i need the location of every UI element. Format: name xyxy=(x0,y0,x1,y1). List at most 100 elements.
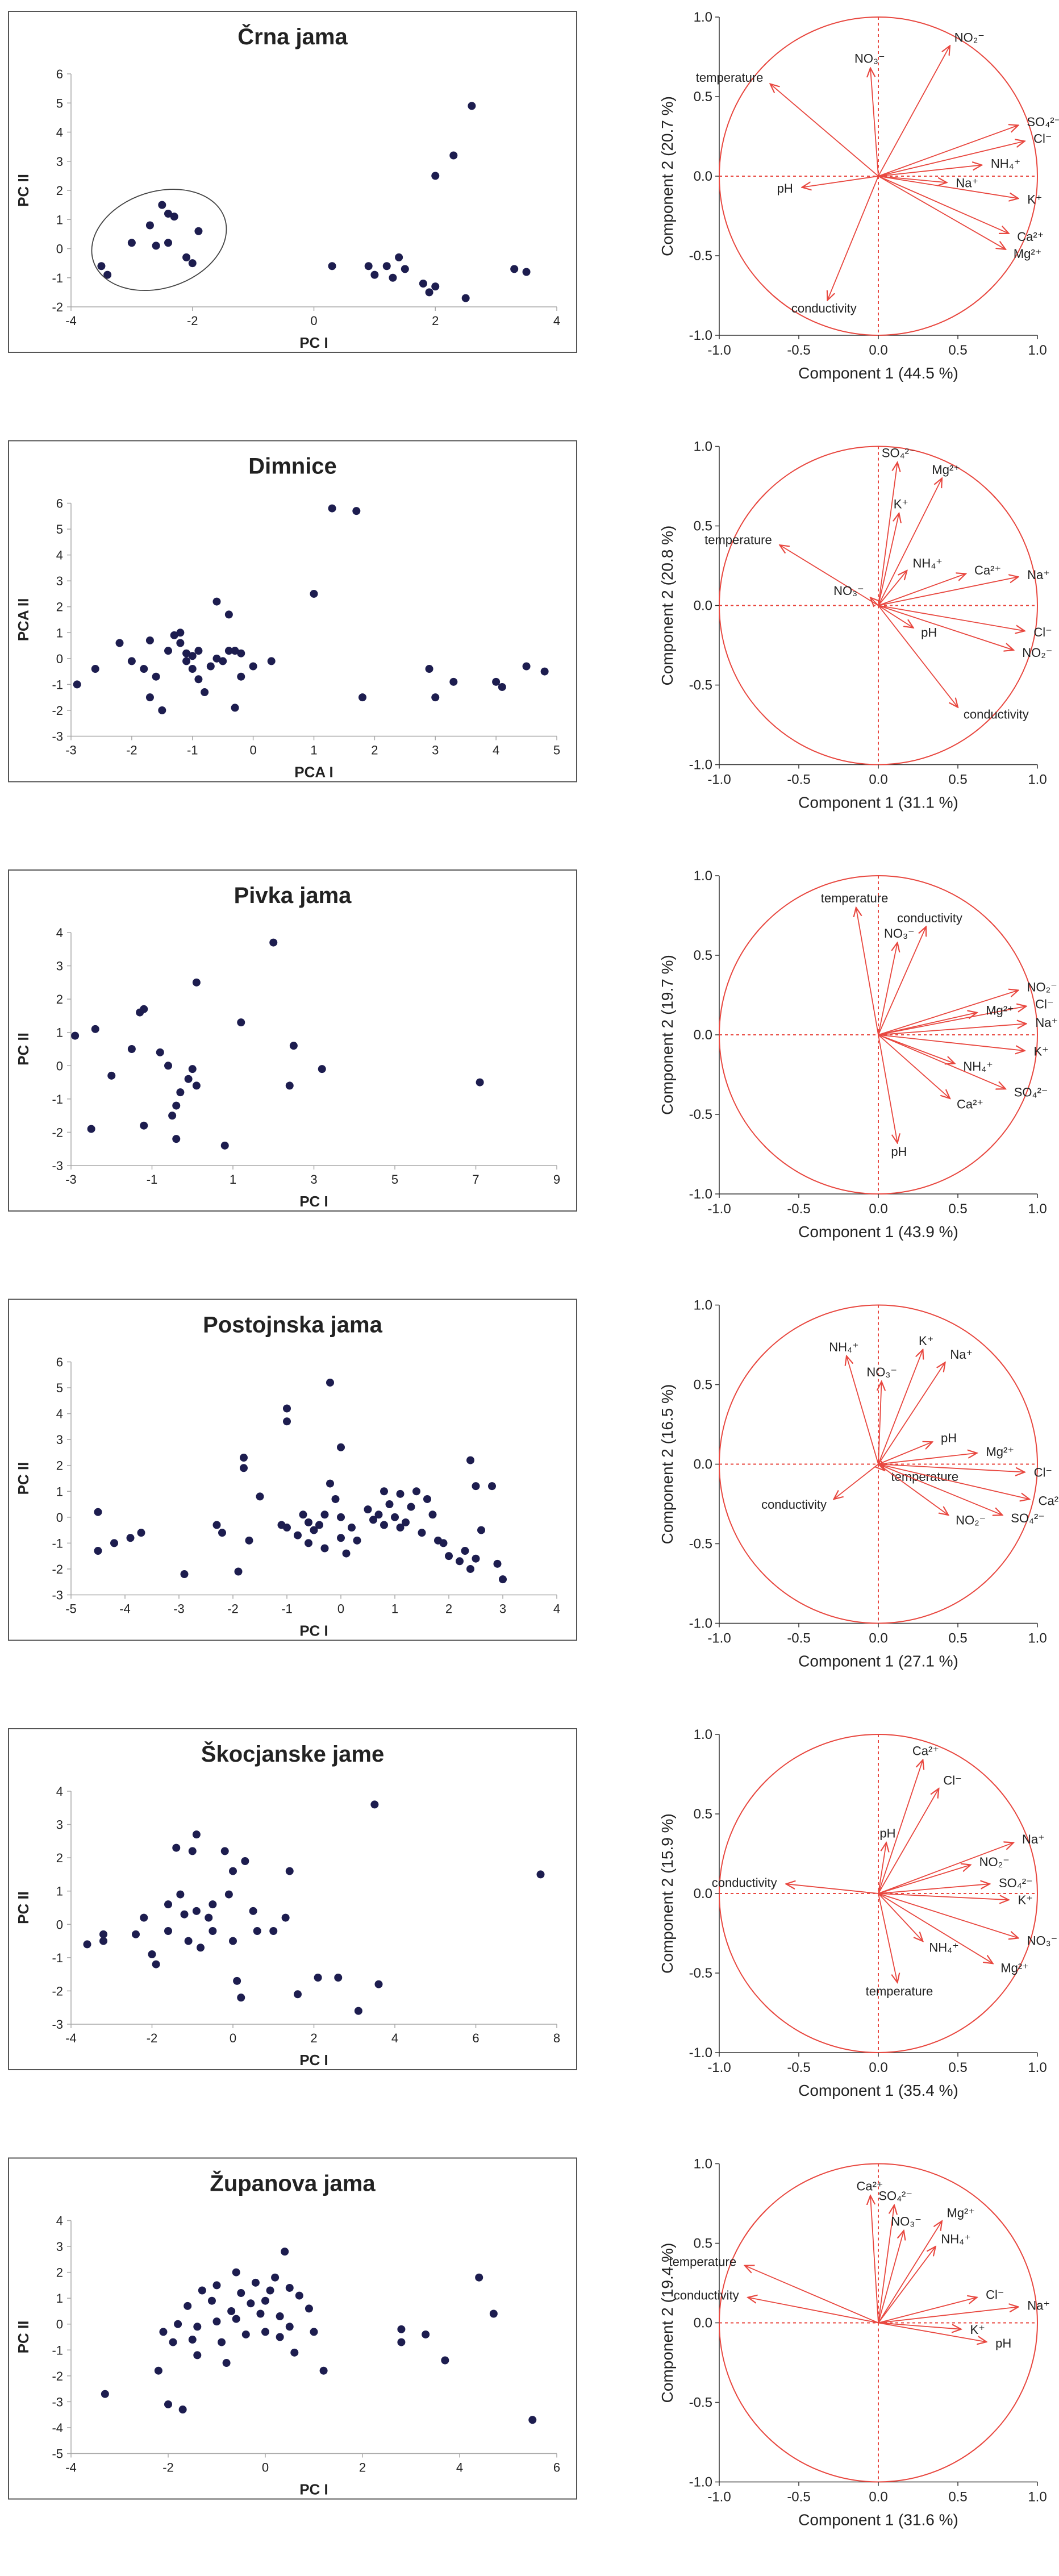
data-point xyxy=(285,1867,294,1875)
y-tick-label: 5 xyxy=(56,1381,63,1395)
data-point xyxy=(328,262,336,270)
data-point xyxy=(170,631,178,639)
data-point xyxy=(472,1554,480,1563)
data-point xyxy=(466,1456,474,1464)
loading-vector xyxy=(878,927,926,1035)
x-tick-label: -1.0 xyxy=(707,2490,731,2505)
data-point xyxy=(164,239,172,247)
y-tick-label: -1 xyxy=(52,1092,63,1106)
loading-vector xyxy=(878,1034,1006,1089)
data-point xyxy=(148,1950,156,1958)
scatter-title: Dimnice xyxy=(248,454,337,479)
data-point xyxy=(461,1547,469,1555)
y-tick-label: -1 xyxy=(52,677,63,692)
loading-vector xyxy=(878,2230,904,2323)
x-tick-label: -4 xyxy=(65,314,77,328)
data-point xyxy=(87,1125,95,1133)
loading-vector xyxy=(878,1034,954,1063)
data-point xyxy=(253,1927,261,1935)
data-point xyxy=(126,1534,135,1542)
scatter-frame xyxy=(8,440,577,783)
loading-vector xyxy=(827,176,879,300)
data-point xyxy=(145,636,154,644)
loading-vector xyxy=(878,1884,990,1894)
y-tick-label: 6 xyxy=(56,67,63,81)
data-point xyxy=(401,265,409,273)
y-tick-label: 0.5 xyxy=(694,1807,712,1822)
data-point xyxy=(472,1482,480,1491)
x-tick-label: -1.0 xyxy=(707,1631,731,1646)
loading-vector xyxy=(878,2205,894,2323)
data-point xyxy=(439,1539,448,1547)
data-point xyxy=(154,2366,162,2375)
loading-vector xyxy=(878,1463,948,1516)
loading-vector xyxy=(878,1893,1009,1900)
x-tick-label: -2 xyxy=(147,2031,158,2045)
y-tick-label: 1.0 xyxy=(694,868,712,884)
loading-label: Mg²⁺ xyxy=(986,1445,1014,1459)
loading-vector xyxy=(878,478,942,606)
loading-label: SO₄²⁻ xyxy=(882,446,916,460)
y-axis-label: PC II xyxy=(15,174,32,207)
loading-label: SO₄²⁻ xyxy=(999,1876,1033,1890)
x-tick-label: -2 xyxy=(162,2461,174,2475)
y-tick-label: 1 xyxy=(56,2291,63,2306)
x-tick-label: 0.0 xyxy=(869,1201,887,1217)
y-tick-label: -2 xyxy=(52,704,63,718)
data-point xyxy=(164,210,172,218)
data-point xyxy=(425,288,433,297)
data-point xyxy=(492,677,501,686)
loading-vector xyxy=(878,1362,945,1464)
x-tick-label: 0 xyxy=(230,2031,236,2045)
data-point xyxy=(201,688,209,697)
data-point xyxy=(115,639,124,647)
data-point xyxy=(249,662,257,671)
scatter-frame xyxy=(8,1728,577,2070)
loading-vector xyxy=(770,84,879,177)
loading-vector xyxy=(878,1893,993,1963)
data-point xyxy=(320,1544,329,1553)
x-tick-label: -4 xyxy=(119,1602,131,1616)
loading-label: Mg²⁺ xyxy=(947,2206,975,2220)
loading-label: Na⁺ xyxy=(956,176,978,190)
data-point xyxy=(256,2309,265,2318)
data-point xyxy=(320,1510,329,1519)
loading-label: temperature xyxy=(704,533,772,547)
x-tick-label: 0.5 xyxy=(948,1631,967,1646)
y-tick-label: 2 xyxy=(56,184,63,198)
loading-vector xyxy=(870,598,878,606)
y-tick-label: 2 xyxy=(56,992,63,1006)
data-point xyxy=(164,647,172,655)
x-tick-label: 5 xyxy=(391,1172,398,1187)
loadings-panel: -1.0 -0.5 0.0 0.5 1.0 1.0 0.5 0.0 -0.5 -1.0 Compon… xyxy=(658,1727,1057,2099)
data-point xyxy=(212,2281,221,2290)
y-tick-label: 0.0 xyxy=(694,169,712,184)
scatter-title: Škocjanske jame xyxy=(201,1741,384,1767)
loading-label: NO₃⁻ xyxy=(884,926,915,940)
loading-vector xyxy=(878,1350,923,1464)
loading-vector xyxy=(878,1842,886,1894)
loading-label: SO₄²⁻ xyxy=(1027,115,1059,129)
data-point xyxy=(354,2007,362,2015)
loading-vector xyxy=(878,605,914,628)
loading-vector xyxy=(878,2221,942,2323)
y-tick-label: -5 xyxy=(52,2447,63,2461)
y-tick-label: 0.0 xyxy=(694,1457,712,1472)
data-point xyxy=(71,1031,80,1040)
y-tick-label: -3 xyxy=(52,2017,63,2032)
x-tick-label: 0.0 xyxy=(869,2490,887,2505)
loading-label: NH₄⁺ xyxy=(991,157,1020,171)
loading-vector xyxy=(878,1034,950,1098)
data-point xyxy=(331,1495,340,1503)
loading-label: K⁺ xyxy=(919,1334,933,1348)
x-tick-label: 0.0 xyxy=(869,1631,887,1646)
data-point xyxy=(184,2302,192,2310)
y-tick-label: 1 xyxy=(56,1884,63,1899)
y-tick-label: -3 xyxy=(52,2395,63,2409)
data-point xyxy=(198,2286,206,2295)
loading-label: Cl⁻ xyxy=(1035,997,1053,1012)
x-axis-label: PC I xyxy=(299,2051,328,2069)
x-tick-label: 6 xyxy=(472,2031,479,2045)
y-tick-label: 1.0 xyxy=(694,1727,712,1742)
data-point xyxy=(422,2330,430,2338)
